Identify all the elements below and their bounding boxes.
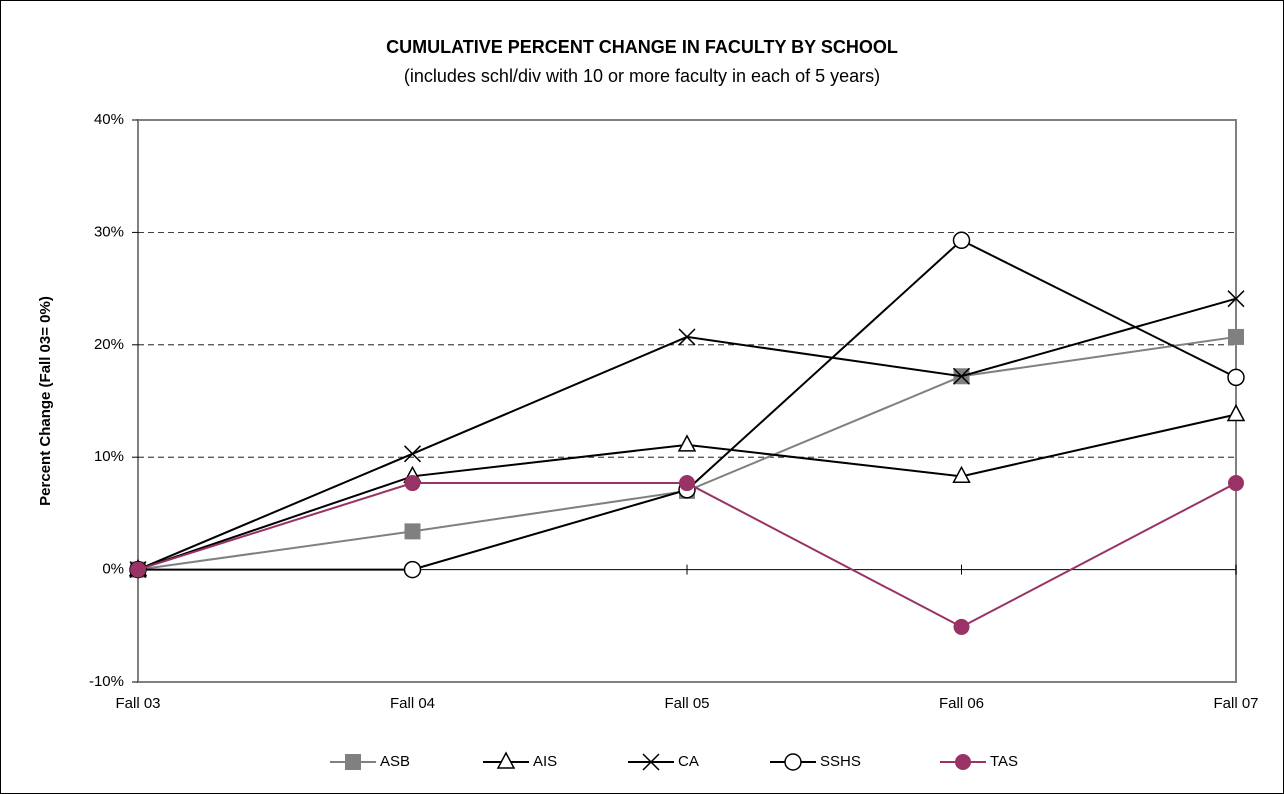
- plot-area: [137, 119, 1237, 683]
- legend-label: SSHS: [820, 753, 861, 770]
- y-tick-label: 0%: [102, 561, 124, 578]
- marker: [404, 523, 421, 540]
- legend-label: ASB: [380, 753, 410, 770]
- y-tick-label: 20%: [94, 336, 124, 353]
- marker: [952, 231, 971, 250]
- y-tick-label: 40%: [94, 111, 124, 128]
- marker: [1226, 403, 1246, 422]
- legend-label: AIS: [533, 753, 557, 770]
- x-tick-label: Fall 06: [939, 695, 984, 712]
- x-tick-label: Fall 03: [115, 695, 160, 712]
- marker: [677, 434, 697, 452]
- marker: [403, 560, 422, 579]
- marker: [952, 367, 971, 385]
- x-tick-label: Fall 04: [390, 695, 435, 712]
- marker: [642, 753, 660, 771]
- marker: [403, 445, 422, 463]
- y-axis-label: Percent Change (Fall 03= 0%): [37, 296, 54, 506]
- y-tick-label: 30%: [94, 223, 124, 240]
- legend-label: CA: [678, 753, 699, 770]
- marker: [130, 561, 146, 578]
- x-tick-label: Fall 07: [1213, 695, 1258, 712]
- chart-subtitle: (includes schl/div with 10 or more facul…: [404, 66, 880, 86]
- marker: [678, 328, 696, 346]
- marker: [1228, 328, 1244, 345]
- marker: [404, 475, 421, 492]
- marker: [955, 754, 971, 770]
- marker: [1228, 475, 1244, 492]
- marker: [679, 475, 695, 492]
- y-tick-label: 10%: [94, 448, 124, 465]
- marker: [496, 751, 516, 769]
- marker: [952, 465, 971, 484]
- chart-title: CUMULATIVE PERCENT CHANGE IN FACULTY BY …: [386, 37, 898, 57]
- marker: [345, 754, 361, 770]
- marker: [1227, 368, 1245, 387]
- marker: [953, 618, 970, 635]
- y-tick-label: -10%: [89, 673, 124, 690]
- x-tick-label: Fall 05: [664, 695, 709, 712]
- marker: [1227, 290, 1245, 308]
- marker: [784, 753, 802, 771]
- legend-label: TAS: [990, 753, 1018, 770]
